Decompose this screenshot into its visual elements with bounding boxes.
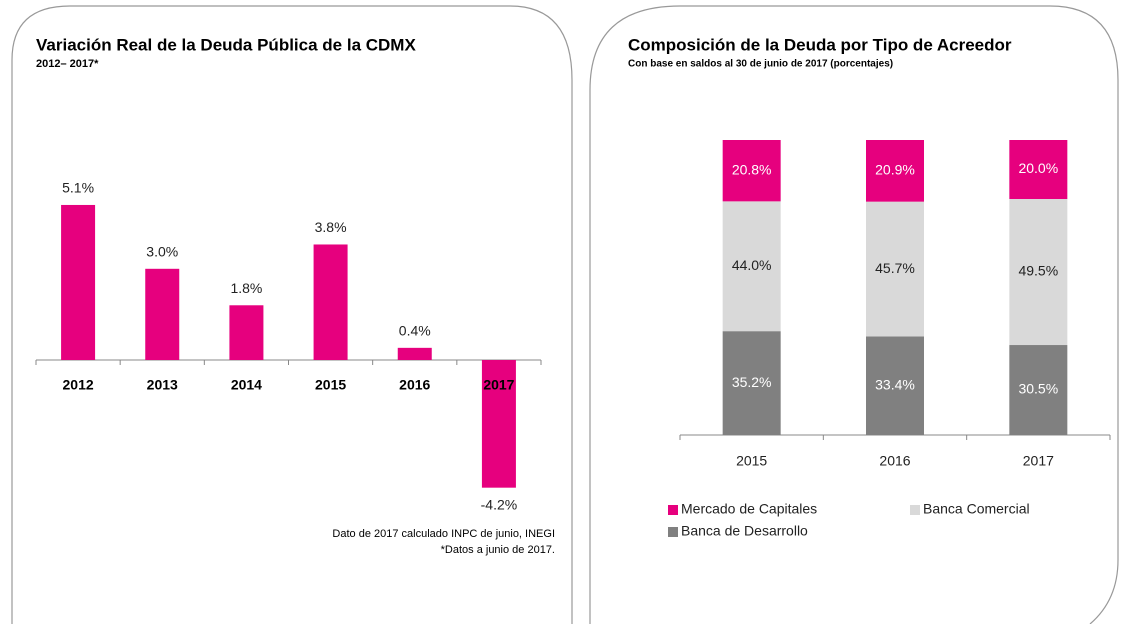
data-label: 20.9% bbox=[875, 162, 915, 178]
x-tick-label: 2016 bbox=[399, 377, 430, 393]
bar-segment bbox=[722, 201, 781, 332]
data-label: 49.5% bbox=[1018, 263, 1058, 279]
panel-right bbox=[589, 5, 1119, 624]
note: *Datos a junio de 2017. bbox=[441, 544, 555, 556]
bar-segment bbox=[1009, 140, 1068, 199]
data-label: 3.8% bbox=[315, 219, 347, 235]
bar bbox=[397, 347, 432, 360]
bar-segment bbox=[1009, 199, 1068, 346]
panel-left bbox=[11, 5, 573, 624]
bar-segment bbox=[866, 140, 924, 202]
bar-segment bbox=[866, 201, 924, 337]
data-label: 20.8% bbox=[732, 161, 772, 177]
bar bbox=[229, 305, 264, 360]
x-tick-label: 2012 bbox=[63, 377, 94, 393]
data-label: 44.0% bbox=[732, 257, 772, 273]
bar-segment bbox=[722, 331, 781, 435]
bar-segment bbox=[722, 140, 781, 202]
data-label: 30.5% bbox=[1018, 381, 1058, 397]
bar bbox=[481, 360, 516, 488]
data-label: 35.2% bbox=[732, 374, 772, 390]
data-label: -4.2% bbox=[481, 496, 518, 512]
x-tick-label: 2015 bbox=[315, 377, 346, 393]
bar-segment bbox=[1009, 345, 1068, 435]
legend-swatch bbox=[910, 505, 920, 515]
legend-swatch bbox=[668, 505, 678, 515]
legend-label: Banca Comercial bbox=[923, 501, 1030, 517]
chart-subtitle: Con base en saldos al 30 de junio de 201… bbox=[628, 59, 893, 70]
legend-label: Mercado de Capitales bbox=[681, 501, 817, 517]
data-label: 5.1% bbox=[62, 180, 94, 196]
chart-title: Variación Real de la Deuda Pública de la… bbox=[36, 35, 416, 54]
x-tick-label: 2013 bbox=[147, 377, 178, 393]
bar bbox=[313, 244, 348, 360]
data-label: 20.0% bbox=[1018, 160, 1058, 176]
legend-swatch bbox=[668, 527, 678, 537]
legend-label: Banca de Desarrollo bbox=[681, 523, 808, 539]
note: Dato de 2017 calculado INPC de junio, IN… bbox=[332, 528, 555, 540]
data-label: 0.4% bbox=[399, 323, 431, 339]
x-tick-label: 2014 bbox=[231, 377, 262, 393]
bar-segment bbox=[866, 336, 924, 435]
chart-title: Composición de la Deuda por Tipo de Acre… bbox=[628, 35, 1012, 54]
data-label: 33.4% bbox=[875, 376, 915, 392]
data-label: 3.0% bbox=[146, 244, 178, 260]
chart-subtitle: 2012– 2017* bbox=[36, 58, 99, 70]
x-tick-label: 2017 bbox=[1023, 453, 1054, 469]
data-label: 1.8% bbox=[230, 280, 262, 296]
data-label: 45.7% bbox=[875, 260, 915, 276]
bar bbox=[61, 204, 96, 360]
x-tick-label: 2015 bbox=[736, 453, 767, 469]
x-tick-label: 2017 bbox=[483, 377, 514, 393]
bar bbox=[145, 268, 180, 360]
x-tick-label: 2016 bbox=[879, 453, 910, 469]
